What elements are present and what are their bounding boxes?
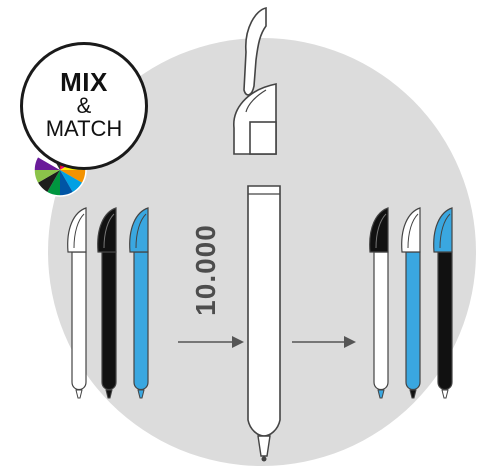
input-pens-group [67, 207, 149, 399]
pen-tip-ball [261, 456, 267, 462]
pen-clip [103, 213, 115, 249]
pen-barrel [437, 251, 453, 391]
color-wheel-segment [60, 170, 73, 196]
pen-cap [67, 207, 87, 253]
pen-barrel-part [247, 185, 281, 437]
pen-cap [401, 207, 421, 253]
color-wheel-segment [34, 157, 60, 170]
pen-icon [401, 207, 421, 399]
pen-tip [105, 389, 113, 399]
pen-clip [73, 213, 85, 249]
pen-cap [433, 207, 453, 253]
pen-barrel [101, 251, 117, 391]
arrow-right-icon [292, 336, 356, 348]
pen-clip [375, 213, 387, 249]
pen-clip-detail [245, 89, 267, 113]
arrow-right-icon [178, 336, 244, 348]
pen-tip [377, 389, 385, 399]
pen-clip [439, 213, 451, 249]
pen-cap [369, 207, 389, 253]
pen-barrel [373, 251, 389, 391]
pen-tip [441, 389, 449, 399]
color-wheel-segment [47, 170, 60, 196]
pen-barrel [133, 251, 149, 391]
color-wheel-segment [60, 170, 86, 183]
pen-clip [135, 213, 147, 249]
pen-clip [407, 213, 419, 249]
pen-cap [97, 207, 117, 253]
pen-icon [433, 207, 453, 399]
pen-icon [369, 207, 389, 399]
pen-tip-part [257, 435, 271, 457]
pen-barrel [405, 251, 421, 391]
pen-barrel [71, 251, 87, 391]
pen-cap [129, 207, 149, 253]
output-pens-group [369, 207, 453, 399]
exploded-pen [233, 7, 281, 462]
pen-clip-part [243, 7, 267, 96]
badge-title-match: MATCH [45, 116, 123, 141]
pen-tip [75, 389, 83, 399]
pen-icon [97, 207, 117, 399]
pen-icon [67, 207, 87, 399]
mix-match-badge: MIX & MATCH [20, 42, 148, 170]
pen-cap-ring [249, 121, 277, 155]
color-wheel-segment [34, 170, 60, 183]
badge-title-mix: MIX [60, 67, 108, 97]
badge-ampersand: & [76, 93, 92, 118]
color-wheel-segment [37, 170, 60, 193]
pen-icon [129, 207, 149, 399]
color-wheel-segment [60, 170, 83, 193]
quantity-label: 10.000 [190, 224, 221, 316]
pen-tip [137, 389, 145, 399]
pen-tip [409, 389, 417, 399]
